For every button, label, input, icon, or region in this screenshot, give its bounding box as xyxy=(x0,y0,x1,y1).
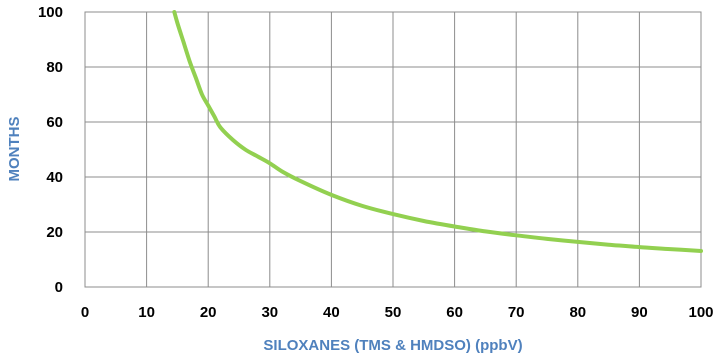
y-axis-tick-labels: 0 20 40 60 80 100 xyxy=(38,4,63,296)
series-line xyxy=(172,10,703,253)
plot-area-frame xyxy=(84,11,702,288)
x-axis-title: SILOXANES (TMS & HMDSO) (ppbV) xyxy=(263,337,522,354)
x-tick-label: 40 xyxy=(323,304,340,321)
series-layer xyxy=(172,10,703,253)
y-tick-label: 80 xyxy=(46,59,63,76)
x-tick-label: 100 xyxy=(688,304,713,321)
y-tick-label: 40 xyxy=(46,169,63,186)
x-tick-label: 50 xyxy=(385,304,402,321)
x-tick-label: 70 xyxy=(508,304,525,321)
x-tick-label: 80 xyxy=(569,304,586,321)
x-tick-label: 20 xyxy=(200,304,217,321)
x-tick-label: 10 xyxy=(138,304,155,321)
x-axis-tick-labels: 0 10 20 30 40 50 60 70 80 90 100 xyxy=(81,304,714,321)
x-tick-label: 0 xyxy=(81,304,89,321)
x-tick-label: 90 xyxy=(631,304,648,321)
x-tick-label: 60 xyxy=(446,304,463,321)
y-tick-label: 100 xyxy=(38,4,63,21)
y-tick-label: 0 xyxy=(55,279,63,296)
y-tick-label: 60 xyxy=(46,114,63,131)
y-tick-label: 20 xyxy=(46,224,63,241)
y-axis-title: MONTHS xyxy=(6,117,23,182)
x-tick-label: 30 xyxy=(261,304,278,321)
